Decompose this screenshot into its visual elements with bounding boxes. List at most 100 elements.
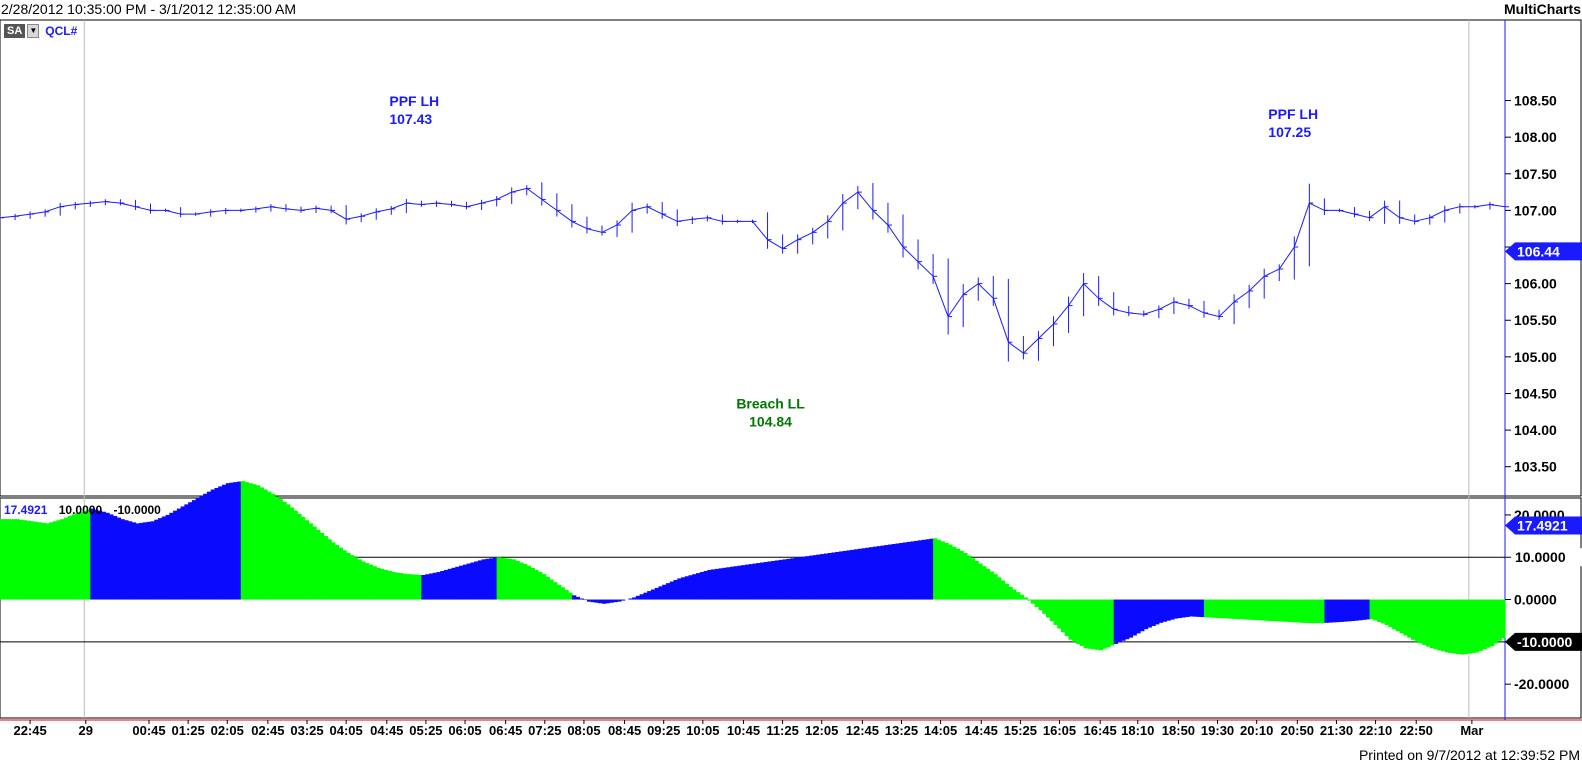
histogram-bar <box>722 567 727 600</box>
histogram-bar <box>395 572 400 600</box>
histogram-bar <box>918 540 923 600</box>
histogram-bar <box>771 560 776 600</box>
histogram-bar <box>1113 599 1119 644</box>
histogram-bar <box>1053 599 1058 625</box>
histogram-bar <box>474 561 479 600</box>
histogram-bar <box>1456 599 1461 655</box>
histogram-bar <box>440 570 445 600</box>
histogram-bar <box>786 558 791 600</box>
symbol-button[interactable]: SA <box>4 24 26 38</box>
time-tick-label: 13:25 <box>885 723 918 738</box>
histogram-bar <box>692 574 697 600</box>
histogram-bar <box>308 523 313 600</box>
histogram-bar <box>45 523 50 600</box>
histogram-bar <box>541 574 547 600</box>
time-tick-label: 06:05 <box>448 723 481 738</box>
histogram-bar <box>451 567 456 600</box>
histogram-bar <box>105 512 110 600</box>
histogram-bar <box>1087 599 1092 649</box>
histogram-bar <box>564 590 569 600</box>
histogram-bar <box>383 569 389 600</box>
symbol-bar: SA ▼ QCL# <box>4 24 77 38</box>
histogram-bar <box>665 583 671 600</box>
time-tick-label: 29 <box>79 723 93 738</box>
histogram-bar <box>963 553 968 600</box>
histogram-bar <box>711 569 716 600</box>
histogram-bar <box>142 522 148 600</box>
histogram-bar <box>496 557 502 600</box>
histogram-bar <box>1008 586 1013 600</box>
histogram-bar <box>1425 599 1431 647</box>
histogram-bar <box>681 577 686 600</box>
histogram-bar <box>90 508 95 600</box>
time-tick-label: 14:45 <box>965 723 998 738</box>
histogram-bar <box>368 564 374 600</box>
histogram-bar <box>737 565 742 600</box>
histogram-bar <box>869 547 874 600</box>
histogram-bar <box>1177 599 1183 619</box>
histogram-bar <box>1109 599 1115 646</box>
time-tick-label: 18:50 <box>1162 723 1195 738</box>
histogram-bar <box>79 511 84 600</box>
histogram-bar <box>1362 599 1367 620</box>
histogram-bar <box>1094 599 1100 650</box>
indicator-value: 17.4921 <box>4 503 48 517</box>
histogram-bar <box>628 598 633 600</box>
histogram-bar <box>1294 599 1299 623</box>
histogram-bar <box>545 576 550 600</box>
histogram-bar <box>650 589 656 600</box>
histogram-bar <box>75 512 80 600</box>
histogram-bar <box>297 513 302 600</box>
histogram-bar <box>767 561 772 600</box>
histogram-bar <box>285 504 291 600</box>
price-tick-label: 103.50 <box>1514 459 1557 475</box>
histogram-bar <box>1309 599 1314 624</box>
histogram-bar <box>590 599 596 603</box>
histogram-bar <box>1124 599 1130 640</box>
histogram-bar <box>1196 599 1201 617</box>
last-price-tag <box>1505 242 1582 261</box>
histogram-bar <box>154 519 159 600</box>
histogram-bar <box>1027 599 1032 601</box>
histogram-bar <box>639 594 644 600</box>
histogram-bar <box>861 548 866 600</box>
histogram-bar <box>413 574 419 600</box>
histogram-bar <box>801 556 806 600</box>
histogram-bar <box>1102 599 1107 649</box>
histogram-bar <box>903 542 908 600</box>
histogram-bar <box>669 581 675 600</box>
histogram-bar <box>1166 599 1171 621</box>
histogram-bar <box>1042 599 1047 614</box>
histogram-bar <box>214 487 219 600</box>
histogram-bar <box>1260 599 1265 621</box>
histogram-bar <box>906 541 912 600</box>
histogram-bar <box>1369 599 1374 619</box>
chevron-down-icon[interactable]: ▼ <box>27 24 40 38</box>
time-tick-label: 09:25 <box>647 723 680 738</box>
histogram-bar <box>1256 599 1262 621</box>
histogram-bar <box>1422 599 1427 646</box>
histogram-bar <box>549 579 554 600</box>
time-tick-label: 19:30 <box>1201 723 1234 738</box>
histogram-bar <box>1192 599 1198 617</box>
histogram-bar <box>940 541 945 600</box>
histogram-bar <box>839 551 844 600</box>
histogram-bar <box>515 560 520 600</box>
histogram-bar <box>436 572 441 600</box>
histogram-bar <box>842 550 848 600</box>
histogram-bar <box>598 599 603 604</box>
time-tick-label: 22:10 <box>1359 723 1392 738</box>
histogram-bar <box>184 504 189 600</box>
histogram-bar <box>846 550 851 600</box>
time-tick-label: 10:45 <box>727 723 760 738</box>
histogram-bar <box>116 517 121 600</box>
histogram-bar <box>609 599 614 603</box>
histogram-bar <box>654 587 660 600</box>
histogram-bar <box>206 491 212 600</box>
histogram-bar <box>176 508 182 600</box>
histogram-bar <box>1377 599 1382 622</box>
histogram-bar <box>1437 599 1442 651</box>
histogram-bar <box>30 521 35 600</box>
histogram-bar <box>925 539 930 600</box>
histogram-bar <box>534 569 539 600</box>
